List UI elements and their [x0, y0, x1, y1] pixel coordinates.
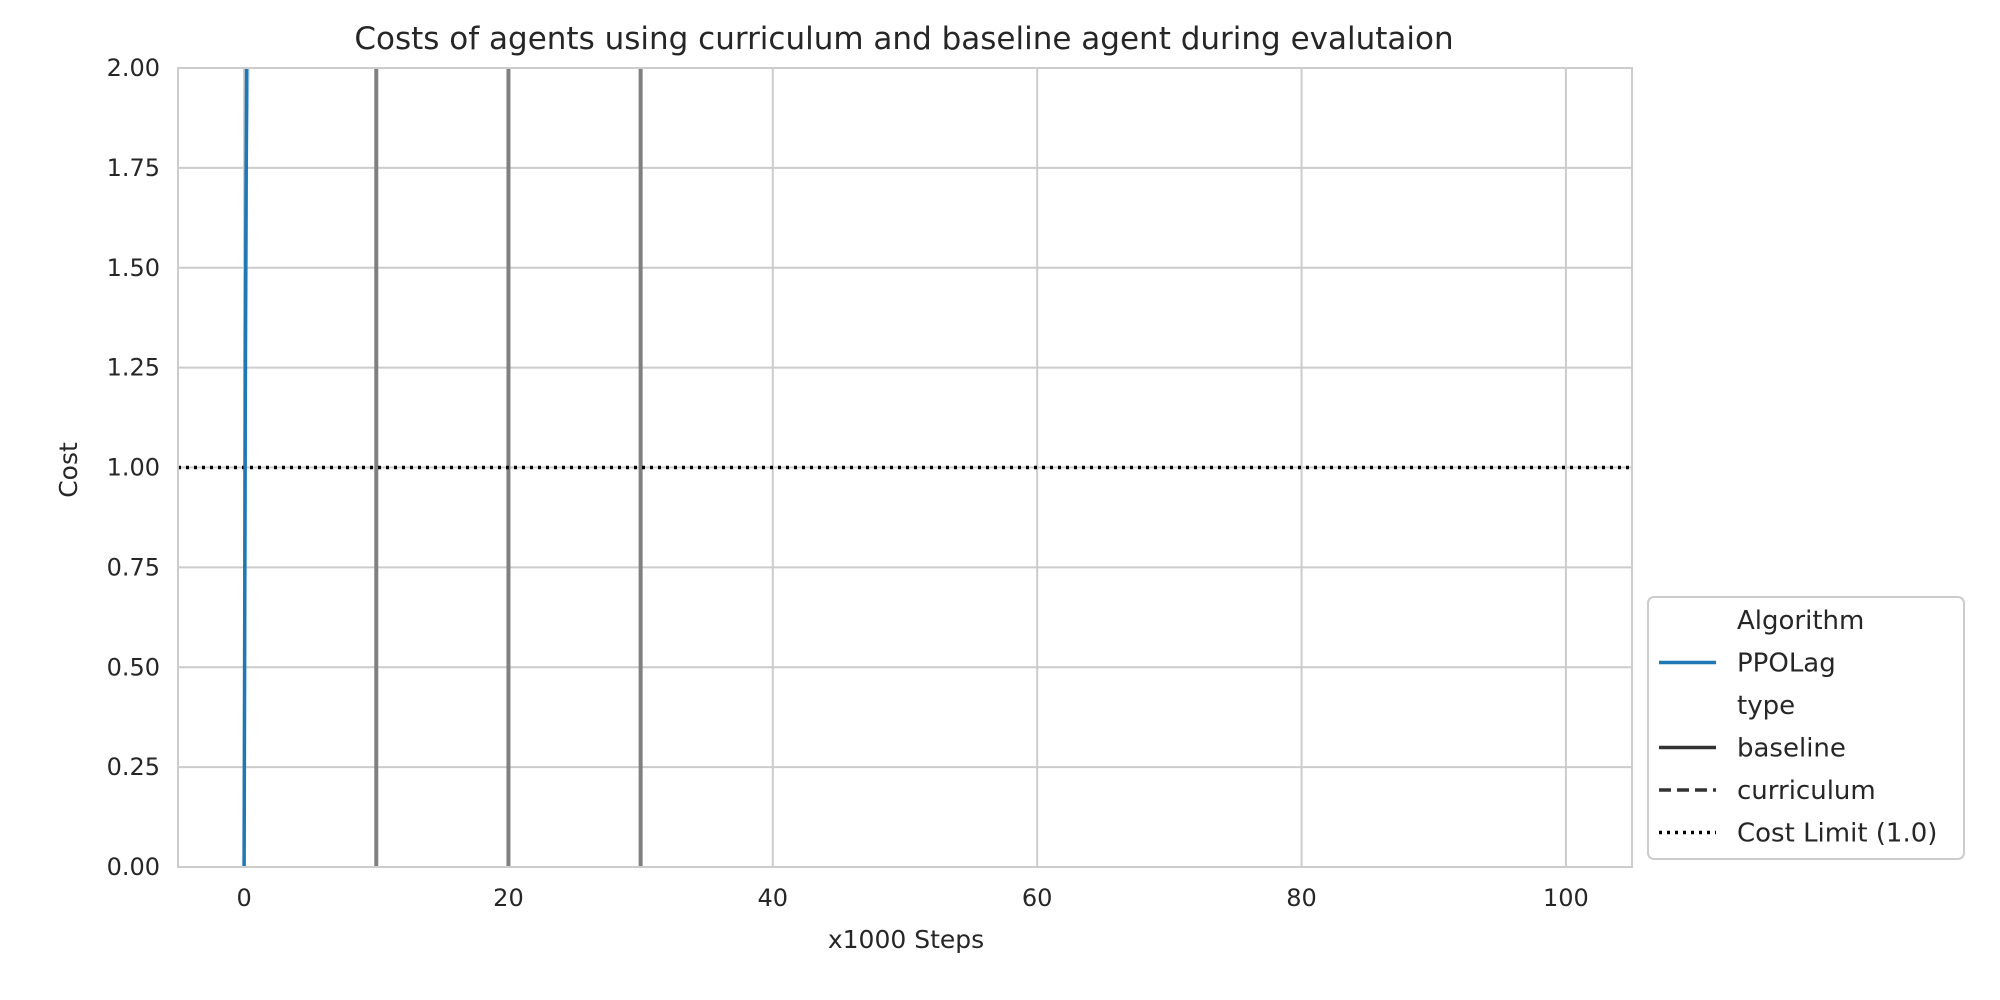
y-tick-label: 0.25 — [107, 753, 160, 781]
series-line-ppolag — [242, 68, 249, 867]
legend-box — [1647, 596, 1965, 860]
y-tick-labels: 0.00 0.25 0.50 0.75 1.00 1.25 1.50 1.75 2.00 — [107, 54, 160, 881]
y-tick-label: 0.50 — [107, 653, 160, 681]
x-axis-title: x1000 Steps — [828, 925, 984, 954]
legend-label-curriculum: curriculum — [1737, 776, 1876, 806]
legend: Algorithm PPOLag type baseline curriculum Cos… — [1647, 596, 1965, 860]
y-tick-label: 1.75 — [107, 154, 160, 182]
y-tick-label: 1.50 — [107, 254, 160, 282]
y-tick-label: 2.00 — [107, 54, 160, 82]
chart-title: Costs of agents using curriculum and bas… — [354, 21, 1453, 57]
x-tick-label: 0 — [236, 884, 251, 912]
x-tick-label: 80 — [1286, 884, 1317, 912]
legend-entries: Algorithm PPOLag type baseline curriculum Cos… — [1659, 606, 1937, 849]
legend-label-cost-limit-1-0: Cost Limit (1.0) — [1737, 819, 1937, 849]
legend-label-algorithm: Algorithm — [1737, 606, 1864, 636]
y-tick-label: 0.75 — [107, 553, 160, 581]
y-tick-label: 1.25 — [107, 354, 160, 382]
y-axis-title: Cost — [54, 442, 83, 498]
legend-label-type: type — [1737, 691, 1795, 721]
series-layer — [242, 68, 250, 867]
x-tick-label: 100 — [1543, 884, 1589, 912]
y-tick-label: 0.00 — [107, 853, 160, 881]
y-tick-label: 1.00 — [107, 454, 160, 482]
plot-frame — [177, 67, 1633, 868]
legend-label-baseline: baseline — [1737, 734, 1846, 764]
x-tick-label: 20 — [493, 884, 524, 912]
legend-label-ppolag: PPOLag — [1737, 649, 1836, 679]
x-tick-label: 40 — [758, 884, 789, 912]
x-tick-labels: 0 20 40 60 80 100 — [236, 884, 1588, 912]
x-tick-label: 60 — [1022, 884, 1053, 912]
